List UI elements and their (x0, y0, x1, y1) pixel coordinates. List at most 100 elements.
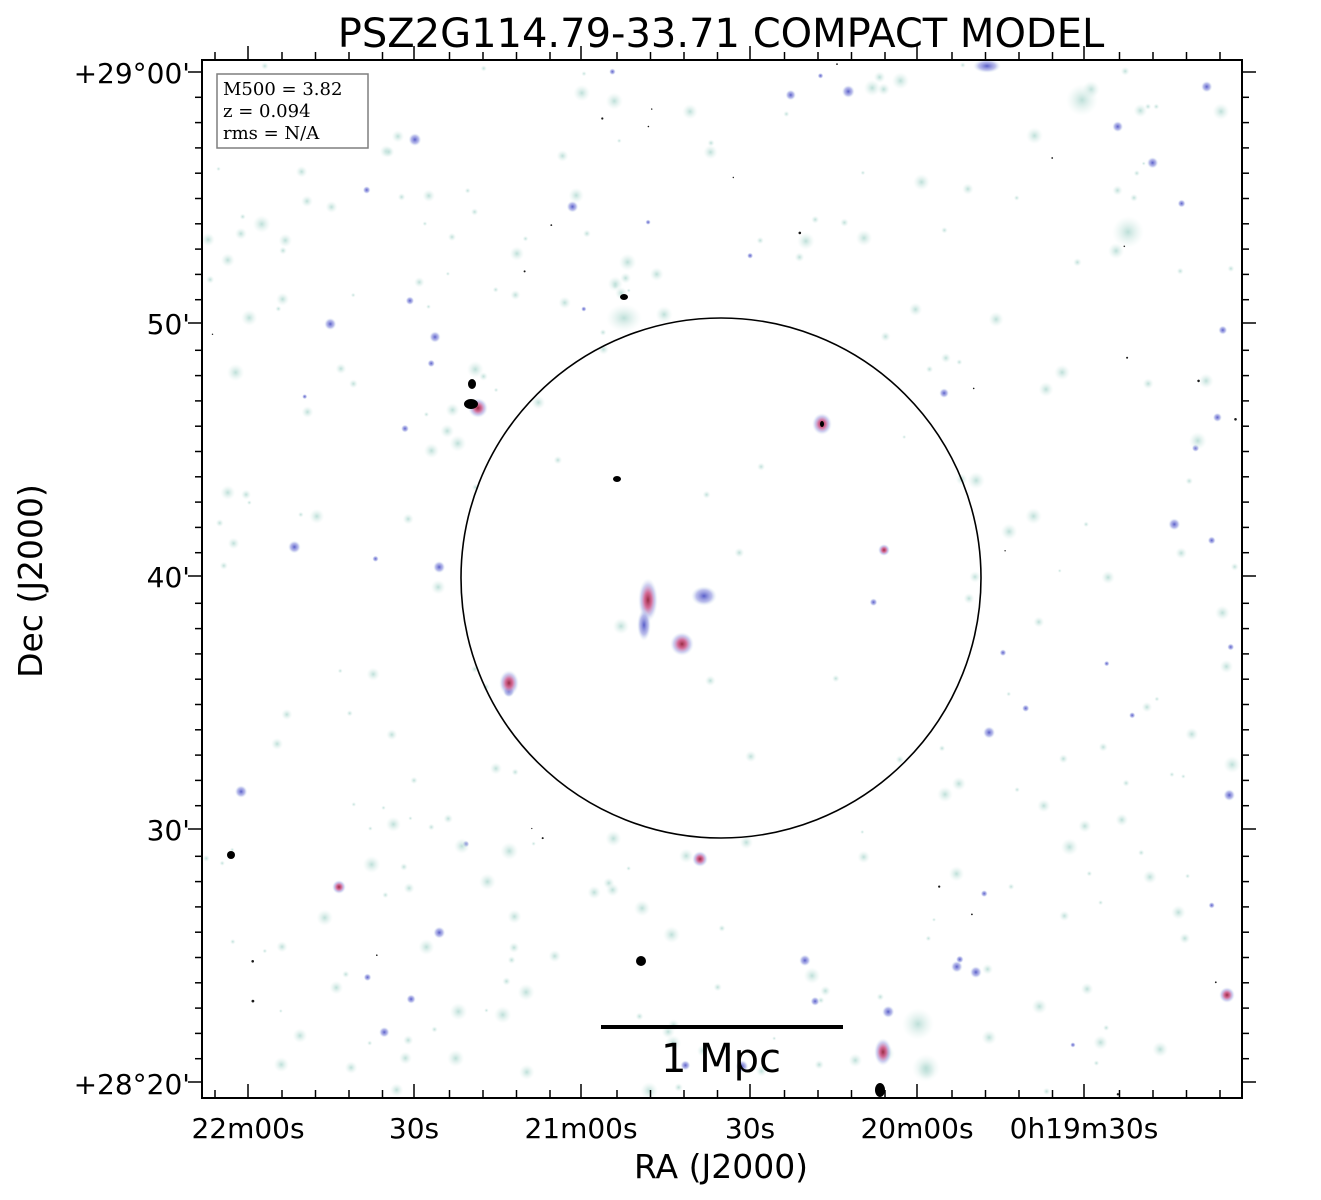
blue-source (999, 649, 1007, 657)
y-axis-title: Dec (J2000) (11, 484, 50, 678)
faint-source (1185, 873, 1191, 879)
faint-source (873, 71, 886, 84)
faint-source (367, 1040, 373, 1046)
faint-source (840, 218, 849, 227)
faint-source (281, 708, 293, 721)
image-background (202, 60, 1242, 1098)
faint-source (982, 963, 994, 975)
faint-source (832, 674, 840, 683)
blue-source (680, 1060, 691, 1071)
faint-source (1025, 507, 1042, 525)
faint-source (1066, 84, 1098, 116)
faint-source (1103, 1024, 1110, 1032)
faint-source (877, 83, 890, 96)
faint-source (205, 275, 215, 284)
faint-source (1080, 982, 1094, 996)
blue-source (363, 973, 372, 982)
faint-source (880, 331, 891, 342)
faint-source (959, 62, 966, 68)
faint-source (215, 519, 224, 527)
blue-source (1112, 121, 1124, 133)
faint-source (531, 395, 546, 410)
faint-source (857, 850, 871, 864)
blue-source (401, 424, 409, 433)
faint-source (1083, 521, 1089, 528)
core-source (874, 1038, 892, 1066)
faint-source (220, 253, 235, 268)
faint-source (744, 750, 757, 763)
core-source (499, 670, 519, 696)
faint-source (479, 873, 496, 891)
faint-source (385, 816, 402, 832)
x-tick-labels: 22m00s 30s 21m00s 30s 20m00s 0h19m30s (191, 1112, 1158, 1145)
faint-source (925, 365, 934, 373)
faint-source (216, 166, 221, 172)
faint-source (1198, 373, 1214, 389)
faint-source (1037, 799, 1051, 813)
faint-source (1078, 819, 1092, 833)
plot-frame (201, 59, 1243, 1099)
faint-source (548, 949, 561, 963)
faint-source (713, 983, 722, 992)
faint-source (1014, 786, 1020, 793)
blue-source (980, 890, 988, 898)
faint-source (895, 755, 905, 764)
faint-source (479, 372, 488, 381)
faint-source (316, 909, 334, 926)
blue-source (429, 331, 441, 343)
faint-source (1038, 381, 1054, 397)
faint-source (1006, 691, 1012, 697)
x-tick-label: 21m00s (524, 1112, 637, 1145)
point-source (541, 837, 544, 840)
blue-source (817, 72, 824, 79)
faint-source (1175, 547, 1188, 559)
bright-sources (332, 60, 1235, 1082)
faint-source (329, 980, 344, 995)
faint-source (449, 1002, 468, 1021)
faint-source (981, 1029, 997, 1046)
faint-source (848, 1053, 863, 1068)
faint-source (522, 235, 529, 242)
faint-source (426, 304, 431, 310)
faint-source (443, 813, 454, 824)
faint-source (1007, 883, 1015, 890)
faint-source (902, 1008, 934, 1040)
faint-source (480, 65, 487, 72)
faint-source (366, 667, 380, 681)
faint-source (381, 805, 386, 811)
faint-source (1133, 103, 1148, 118)
faint-source (912, 1054, 940, 1082)
faint-source (703, 145, 718, 160)
faint-source (510, 289, 521, 301)
faint-source (626, 288, 631, 293)
faint-source (276, 941, 288, 953)
blue-source (747, 252, 754, 259)
faint-source (449, 434, 467, 452)
info-box-frame (216, 73, 369, 149)
faint-source (1214, 605, 1230, 621)
faint-source (941, 226, 948, 234)
faint-source (1000, 523, 1018, 540)
info-line-redshift: z = 0.094 (223, 101, 311, 122)
faint-source (386, 729, 398, 741)
blue-source (983, 726, 996, 739)
faint-source (234, 227, 247, 240)
blue-source (1168, 518, 1181, 531)
faint-source (1169, 771, 1175, 778)
faint-source (1176, 267, 1184, 275)
faint-source (1031, 998, 1048, 1015)
faint-source (335, 363, 347, 375)
faint-source (913, 173, 930, 191)
faint-source (470, 208, 479, 216)
faint-source (612, 617, 630, 635)
faint-source (633, 900, 651, 917)
info-line-rms: rms = N/A (223, 123, 320, 144)
point-source (971, 913, 973, 916)
faint-source (665, 1034, 682, 1051)
faint-source (626, 865, 632, 871)
faint-source (517, 983, 535, 1001)
faint-source (649, 267, 664, 282)
faint-source (507, 909, 522, 924)
faint-source (635, 1012, 644, 1021)
saturated-source (227, 851, 235, 859)
